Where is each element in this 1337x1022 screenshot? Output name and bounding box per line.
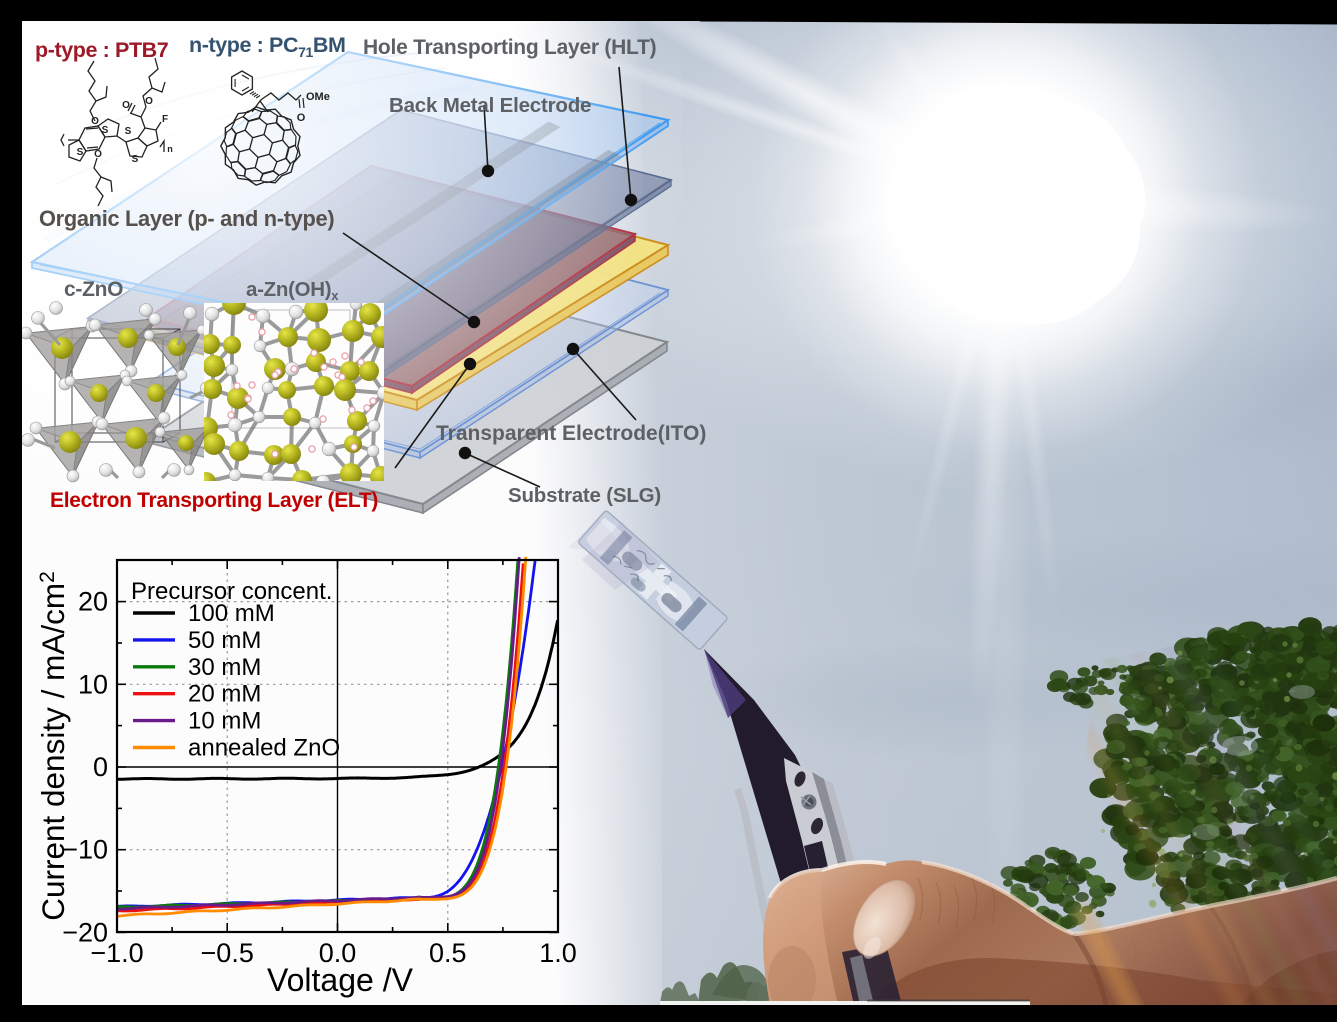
- svg-text:c-ZnO: c-ZnO: [64, 278, 123, 301]
- svg-text:10: 10: [78, 669, 108, 699]
- svg-text:Precursor concent.: Precursor concent.: [131, 578, 332, 605]
- svg-text:S: S: [102, 125, 109, 136]
- svg-text:S: S: [132, 154, 139, 165]
- svg-text:O: O: [91, 116, 99, 127]
- svg-text:n: n: [167, 144, 173, 154]
- svg-text:10 mM: 10 mM: [188, 708, 261, 735]
- svg-text:Electron Transporting Layer (E: Electron Transporting Layer (ELT): [50, 489, 378, 512]
- svg-text:S: S: [125, 126, 132, 137]
- svg-text:F: F: [162, 114, 168, 125]
- svg-text:O: O: [94, 149, 102, 160]
- svg-text:100 mM: 100 mM: [188, 600, 275, 627]
- svg-text:−10: −10: [62, 835, 108, 865]
- svg-text:Hole Transporting Layer (HLT): Hole Transporting Layer (HLT): [363, 36, 656, 59]
- svg-text:Substrate (SLG): Substrate (SLG): [508, 484, 661, 507]
- svg-text:Back Metal Electrode: Back Metal Electrode: [389, 94, 591, 117]
- svg-text:p-type : PTB7: p-type : PTB7: [35, 38, 169, 62]
- svg-text:annealed ZnO: annealed ZnO: [188, 735, 340, 762]
- svg-text:Voltage /V: Voltage /V: [267, 962, 414, 998]
- svg-text:Current density / mA/cm2: Current density / mA/cm2: [35, 571, 71, 921]
- svg-text:20: 20: [78, 587, 108, 617]
- svg-text:0.5: 0.5: [429, 938, 467, 968]
- svg-text:0.0: 0.0: [319, 938, 357, 968]
- svg-text:a-Zn(OH)x: a-Zn(OH)x: [246, 278, 339, 303]
- svg-text:−0.5: −0.5: [201, 938, 254, 968]
- svg-text:Transparent Electrode(ITO): Transparent Electrode(ITO): [436, 422, 706, 445]
- svg-text:O: O: [297, 112, 306, 124]
- svg-text:S: S: [77, 147, 84, 158]
- svg-text:−1.0: −1.0: [90, 938, 143, 968]
- svg-text:−20: −20: [62, 917, 108, 947]
- svg-text:50 mM: 50 mM: [188, 627, 261, 654]
- svg-text:0: 0: [93, 752, 108, 782]
- svg-text:1.0: 1.0: [539, 938, 577, 968]
- svg-text:20 mM: 20 mM: [188, 681, 261, 708]
- svg-text:O: O: [145, 96, 153, 107]
- svg-text:30 mM: 30 mM: [188, 654, 261, 681]
- svg-text:O: O: [122, 100, 130, 111]
- svg-text:Organic Layer (p- and n-type): Organic Layer (p- and n-type): [39, 206, 334, 231]
- svg-text:OMe: OMe: [306, 91, 330, 103]
- svg-text:n-type : PC71BM: n-type : PC71BM: [189, 33, 346, 60]
